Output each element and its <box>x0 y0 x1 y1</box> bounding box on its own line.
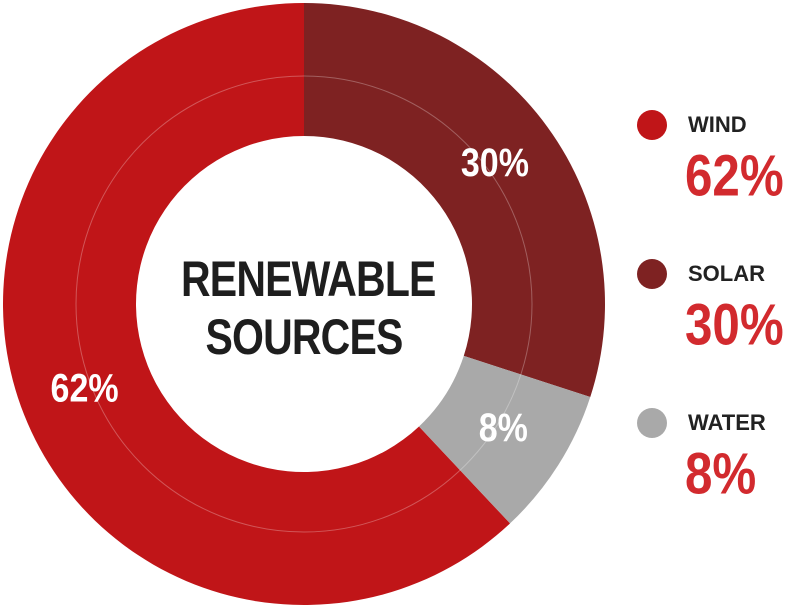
donut-slice <box>304 3 605 398</box>
legend-swatch <box>637 259 667 289</box>
donut-slice <box>2 3 511 605</box>
legend-value: 62% <box>685 144 784 209</box>
donut-slice <box>419 355 591 524</box>
slice-label: 8% <box>479 404 528 449</box>
legend-label: WIND <box>688 112 747 137</box>
inner-ring <box>75 75 533 533</box>
legend-swatch <box>637 408 667 438</box>
legend-value: 30% <box>685 293 784 358</box>
legend-swatch <box>637 110 667 140</box>
legend-label: SOLAR <box>688 261 765 286</box>
slice-label: 62% <box>51 365 119 410</box>
legend-value: 8% <box>685 442 756 507</box>
chart-title: RENEWABLE SOURCES <box>181 251 436 365</box>
slice-label: 30% <box>461 139 529 184</box>
legend-label: WATER <box>688 410 766 435</box>
